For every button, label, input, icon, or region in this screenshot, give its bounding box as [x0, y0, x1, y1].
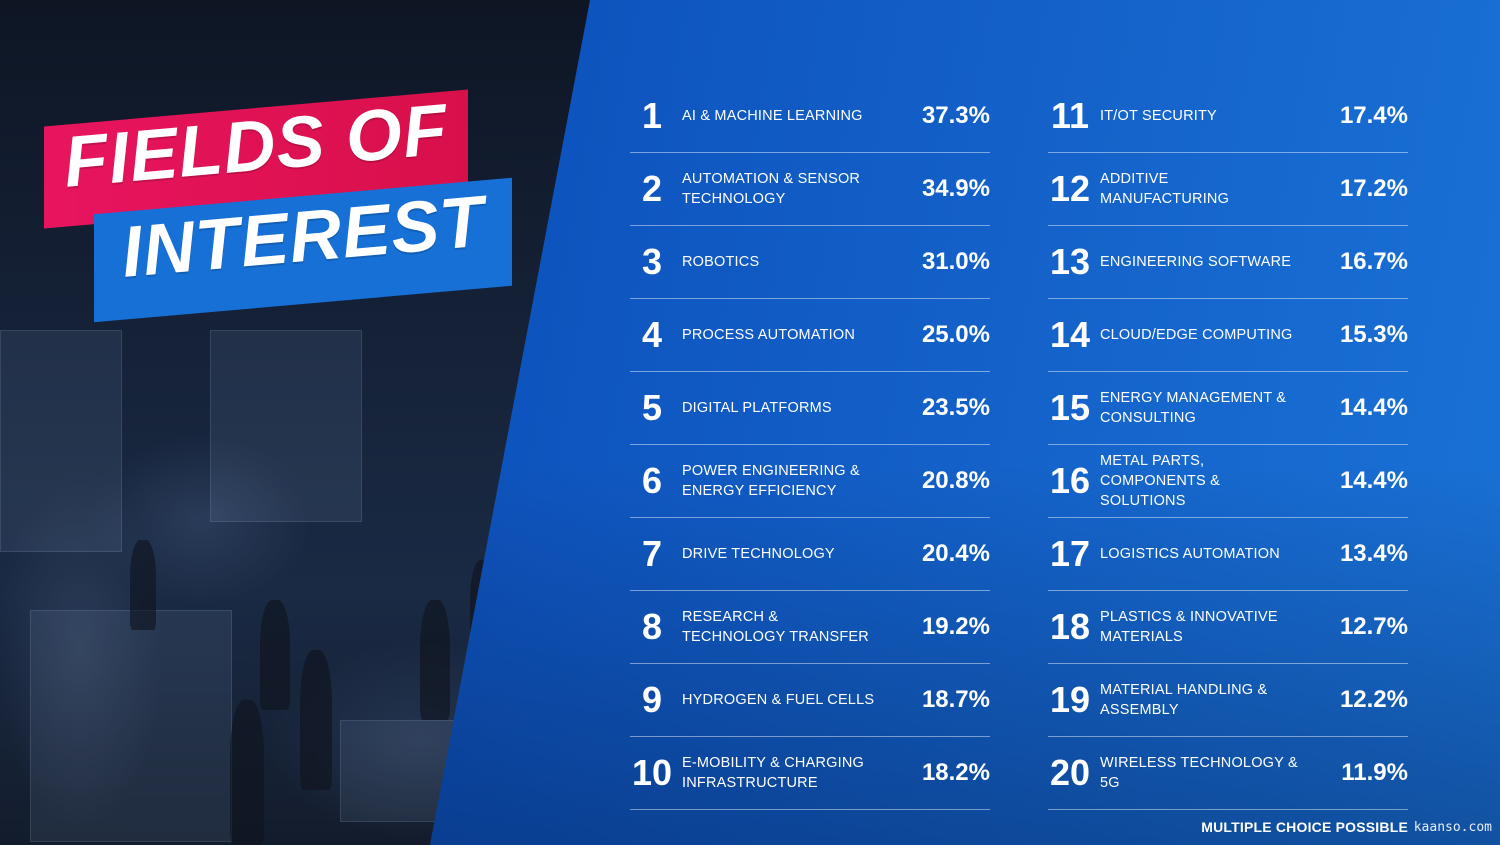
percentage-value: 18.2%	[921, 759, 990, 786]
rank-number: 19	[1049, 679, 1091, 720]
table-row: 10 E-MOBILITY & CHARGING INFRASTRUCTURE 18…	[630, 737, 990, 810]
visitor-silhouette	[230, 700, 264, 845]
rank-number: 17	[1049, 533, 1091, 574]
percentage-value: 18.7%	[921, 686, 990, 713]
table-row: 9 HYDROGEN & FUEL CELLS 18.7%	[630, 664, 990, 737]
ranking-column-right: 11 IT/OT SECURITY 17.4% 12 ADDITIVE MANUFACT…	[1048, 80, 1408, 810]
table-row: 4 PROCESS AUTOMATION 25.0%	[630, 299, 990, 372]
table-row: 13 ENGINEERING SOFTWARE 16.7%	[1048, 226, 1408, 299]
percentage-value: 34.9%	[921, 175, 990, 202]
percentage-value: 17.4%	[1339, 102, 1408, 129]
rank-number: 7	[641, 533, 663, 574]
rank-number: 15	[1049, 387, 1091, 428]
table-row: 12 ADDITIVE MANUFACTURING 17.2%	[1048, 153, 1408, 226]
table-row: 20 WIRELESS TECHNOLOGY & 5G 11.9%	[1048, 737, 1408, 810]
field-label: E-MOBILITY & CHARGING INFRASTRUCTURE	[682, 755, 864, 791]
percentage-value: 31.0%	[921, 248, 990, 275]
field-label: ENGINEERING SOFTWARE	[1100, 254, 1292, 270]
percentage-value: 16.7%	[1339, 248, 1408, 275]
field-label: CLOUD/EDGE COMPUTING	[1100, 327, 1293, 343]
booth-shape	[0, 330, 122, 552]
table-row: 19 MATERIAL HANDLING & ASSEMBLY 12.2%	[1048, 664, 1408, 737]
booth-shape	[30, 610, 232, 842]
field-label: DIGITAL PLATFORMS	[682, 400, 832, 416]
rank-number: 5	[641, 387, 663, 428]
visitor-silhouette	[130, 540, 156, 630]
percentage-value: 13.4%	[1339, 540, 1408, 567]
watermark: kaanso.com	[1413, 820, 1492, 835]
table-row: 1 AI & MACHINE LEARNING 37.3%	[630, 80, 990, 153]
field-label: PLASTICS & INNOVATIVE MATERIALS	[1100, 609, 1278, 645]
rank-number: 8	[641, 606, 663, 647]
rank-number: 2	[641, 168, 663, 209]
field-label: AUTOMATION & SENSOR TECHNOLOGY	[682, 171, 861, 207]
table-row: 8 RESEARCH & TECHNOLOGY TRANSFER 19.2%	[630, 591, 990, 664]
percentage-value: 14.4%	[1339, 467, 1408, 494]
rank-number: 6	[641, 460, 663, 501]
rank-number: 14	[1049, 314, 1091, 355]
field-label: ROBOTICS	[682, 254, 760, 270]
percentage-value: 25.0%	[921, 321, 990, 348]
percentage-value: 20.8%	[921, 467, 990, 494]
visitor-silhouette	[260, 600, 290, 710]
rank-number: 3	[641, 241, 663, 282]
percentage-value: 11.9%	[1341, 759, 1408, 786]
percentage-value: 19.2%	[921, 613, 990, 640]
field-label: ADDITIVE MANUFACTURING	[1100, 171, 1230, 207]
rank-number: 10	[631, 752, 673, 793]
table-row: 3 ROBOTICS 31.0%	[630, 226, 990, 299]
rank-number: 11	[1050, 95, 1090, 136]
table-row: 14 CLOUD/EDGE COMPUTING 15.3%	[1048, 299, 1408, 372]
table-row: 11 IT/OT SECURITY 17.4%	[1048, 80, 1408, 153]
field-label: MATERIAL HANDLING & ASSEMBLY	[1100, 682, 1268, 718]
percentage-value: 14.4%	[1339, 394, 1408, 421]
visitor-silhouette	[300, 650, 332, 790]
rank-number: 20	[1049, 752, 1091, 793]
footer-note: MULTIPLE CHOICE POSSIBLE	[1201, 819, 1408, 835]
rank-number: 1	[641, 95, 663, 136]
field-label: AI & MACHINE LEARNING	[682, 108, 863, 124]
table-row: 15 ENERGY MANAGEMENT & CONSULTING 14.4%	[1048, 372, 1408, 445]
table-row: 17 LOGISTICS AUTOMATION 13.4%	[1048, 518, 1408, 591]
rank-number: 12	[1049, 168, 1091, 209]
table-row: 6 POWER ENGINEERING & ENERGY EFFICIENCY 20…	[630, 445, 990, 518]
field-label: ENERGY MANAGEMENT & CONSULTING	[1100, 390, 1287, 426]
percentage-value: 17.2%	[1339, 175, 1408, 202]
table-row: 2 AUTOMATION & SENSOR TECHNOLOGY 34.9%	[630, 153, 990, 226]
percentage-value: 12.2%	[1339, 686, 1408, 713]
rank-number: 9	[641, 679, 663, 720]
rank-number: 4	[641, 314, 663, 355]
table-row: 7 DRIVE TECHNOLOGY 20.4%	[630, 518, 990, 591]
field-label: IT/OT SECURITY	[1100, 108, 1217, 124]
percentage-value: 37.3%	[921, 102, 990, 129]
rank-number: 18	[1049, 606, 1091, 647]
table-row: 5 DIGITAL PLATFORMS 23.5%	[630, 372, 990, 445]
field-label: HYDROGEN & FUEL CELLS	[682, 692, 875, 708]
field-label: WIRELESS TECHNOLOGY & 5G	[1100, 755, 1298, 791]
booth-shape	[210, 330, 362, 522]
percentage-value: 23.5%	[921, 394, 990, 421]
field-label: PROCESS AUTOMATION	[682, 327, 856, 343]
field-label: DRIVE TECHNOLOGY	[682, 546, 835, 562]
field-label: METAL PARTS, COMPONENTS & SOLUTIONS	[1100, 453, 1221, 509]
ranking-column-left: 1 AI & MACHINE LEARNING 37.3% 2 AUTOMATION &…	[630, 80, 990, 810]
table-row: 18 PLASTICS & INNOVATIVE MATERIALS 12.7%	[1048, 591, 1408, 664]
table-row: 16 METAL PARTS, COMPONENTS & SOLUTIONS 14.…	[1048, 445, 1408, 518]
percentage-value: 12.7%	[1339, 613, 1408, 640]
percentage-value: 20.4%	[921, 540, 990, 567]
percentage-value: 15.3%	[1339, 321, 1408, 348]
field-label: POWER ENGINEERING & ENERGY EFFICIENCY	[682, 463, 860, 499]
field-label: LOGISTICS AUTOMATION	[1100, 546, 1280, 562]
rank-number: 16	[1049, 460, 1091, 501]
field-label: RESEARCH & TECHNOLOGY TRANSFER	[682, 609, 869, 645]
visitor-silhouette	[420, 600, 450, 720]
rank-number: 13	[1049, 241, 1091, 282]
